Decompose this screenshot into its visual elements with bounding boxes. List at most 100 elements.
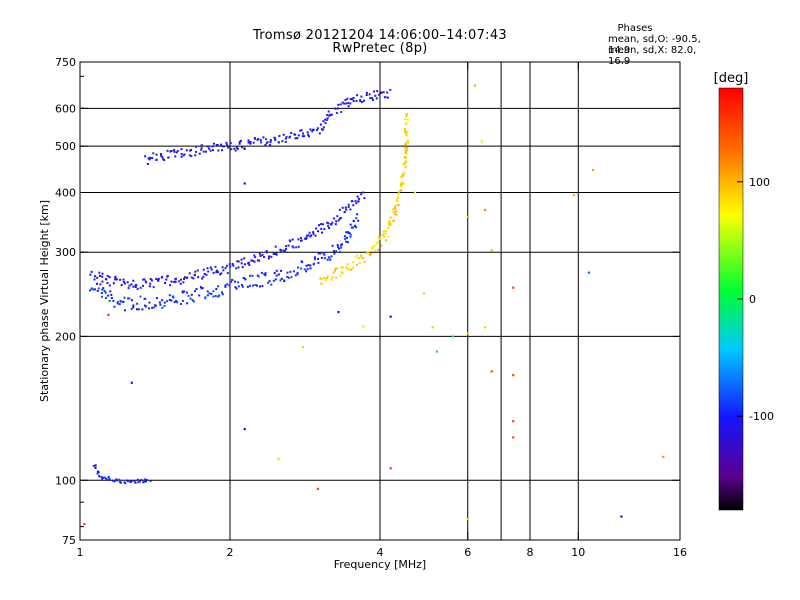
echo-point (183, 276, 186, 279)
echo-point (355, 100, 358, 102)
echo-point (371, 247, 374, 250)
echo-point (237, 281, 240, 284)
echo-point (351, 98, 354, 101)
echo-point (182, 281, 185, 284)
echo-point (243, 182, 246, 185)
echo-point (107, 313, 110, 316)
echo-point (195, 145, 198, 148)
echo-point (319, 123, 322, 126)
echo-point (324, 279, 327, 282)
echo-point (352, 97, 355, 99)
echo-point (195, 288, 198, 290)
echo-point (377, 240, 380, 243)
echo-point (275, 253, 278, 256)
echo-point (131, 299, 133, 302)
echo-point (358, 197, 361, 200)
echo-point (381, 233, 384, 236)
echo-point (130, 480, 133, 483)
echo-point (280, 269, 282, 272)
echo-point (254, 256, 257, 259)
echo-point (296, 272, 299, 275)
echo-point (288, 239, 291, 242)
echo-point (322, 223, 325, 226)
echo-point (347, 206, 350, 208)
echo-point (377, 248, 380, 251)
echo-point (312, 262, 315, 265)
echo-point (329, 113, 332, 116)
phases-heading: Phases (617, 23, 653, 34)
echo-point (316, 487, 319, 490)
echo-point (404, 130, 407, 133)
echo-point (389, 467, 392, 470)
echo-point (307, 234, 310, 237)
echo-point (305, 270, 308, 273)
echo-point (144, 297, 147, 300)
echo-point (237, 285, 240, 288)
echo-point (175, 151, 178, 154)
echo-point (180, 153, 183, 156)
echo-point (136, 478, 139, 481)
echo-point (363, 197, 366, 200)
echo-point (320, 223, 323, 226)
echo-point (148, 301, 151, 304)
echo-point (375, 97, 378, 100)
echo-point (326, 258, 329, 261)
echo-point (350, 268, 353, 271)
echo-point (101, 272, 104, 275)
echo-point (275, 269, 278, 272)
echo-point (102, 287, 105, 290)
echo-point (355, 202, 358, 205)
echo-point (176, 301, 179, 304)
echo-point (401, 181, 404, 184)
echo-point (186, 302, 189, 305)
echo-point (215, 288, 218, 290)
echo-point (251, 259, 254, 262)
echo-point (347, 203, 350, 206)
echo-point (201, 277, 204, 280)
echo-point (345, 266, 348, 269)
x-axis-label: Frequency [MHz] (334, 558, 426, 571)
echo-point (334, 107, 337, 110)
echo-point (356, 195, 359, 198)
echo-point (328, 227, 331, 229)
echo-point (113, 305, 116, 308)
echo-point (384, 232, 387, 235)
echo-point (116, 301, 119, 304)
echo-point (216, 144, 219, 146)
echo-point (241, 266, 244, 269)
echo-point (92, 464, 95, 467)
echo-point (591, 168, 595, 172)
echo-point (252, 141, 255, 144)
echo-point (189, 149, 192, 152)
echo-point (264, 272, 267, 275)
echo-point (253, 137, 256, 139)
echo-point (347, 102, 350, 105)
echo-point (264, 144, 267, 146)
echo-point (371, 245, 374, 248)
echo-point (220, 143, 223, 146)
echo-point (229, 265, 232, 268)
echo-point (396, 204, 399, 207)
echo-point (319, 277, 321, 280)
echo-point (326, 275, 329, 278)
echo-point (346, 267, 349, 270)
echo-point (108, 299, 111, 302)
echo-point (221, 291, 223, 294)
echo-point (243, 428, 246, 431)
echo-point (393, 205, 396, 208)
echo-point (231, 278, 234, 281)
echo-point (251, 274, 254, 277)
echo-point (323, 277, 326, 280)
echo-point (103, 476, 106, 479)
echo-point (212, 295, 215, 298)
echo-point (394, 213, 396, 216)
echo-point (190, 155, 193, 158)
echo-point (405, 115, 408, 118)
echo-point (192, 277, 195, 280)
echo-point (172, 296, 175, 299)
echo-point (188, 272, 191, 275)
echo-point (326, 221, 329, 224)
echo-point (305, 264, 308, 267)
echo-point (141, 308, 144, 311)
echo-point (318, 132, 321, 135)
